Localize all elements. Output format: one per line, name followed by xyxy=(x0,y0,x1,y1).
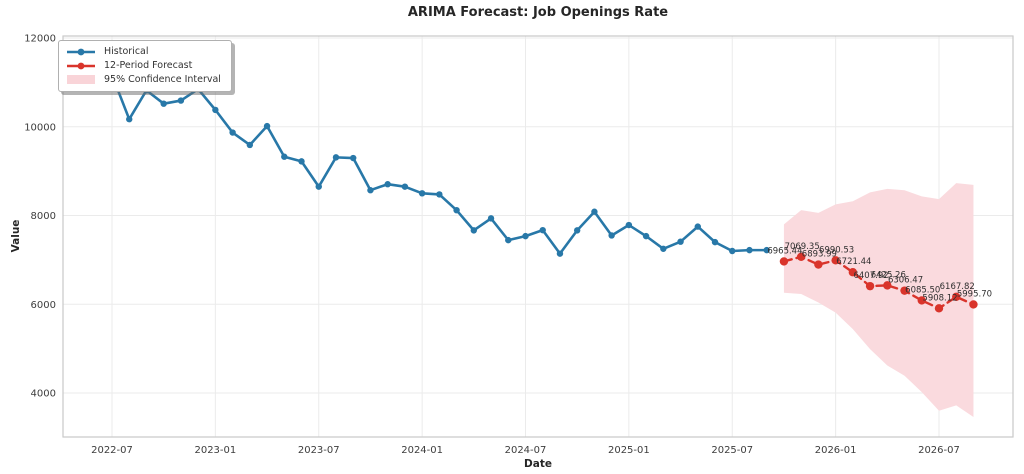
svg-text:2024-01: 2024-01 xyxy=(401,445,443,456)
svg-text:6721.44: 6721.44 xyxy=(836,257,871,267)
svg-text:4000: 4000 xyxy=(31,389,56,400)
legend-label: 95% Confidence Interval xyxy=(104,74,221,85)
svg-text:6965.44: 6965.44 xyxy=(767,246,802,256)
legend-item-confidence: 95% Confidence Interval xyxy=(66,74,221,85)
confidence-patch-icon xyxy=(66,74,96,85)
svg-text:2022-07: 2022-07 xyxy=(91,445,133,456)
svg-text:7069.35: 7069.35 xyxy=(785,242,820,252)
svg-text:6167.82: 6167.82 xyxy=(940,282,975,292)
legend-label: 12-Period Forecast xyxy=(104,60,193,71)
svg-text:5908.12: 5908.12 xyxy=(922,293,957,303)
svg-text:12000: 12000 xyxy=(24,34,56,45)
svg-text:2023-07: 2023-07 xyxy=(298,445,340,456)
svg-text:6085.50: 6085.50 xyxy=(905,285,940,295)
svg-text:10000: 10000 xyxy=(24,122,56,133)
svg-text:6407.92: 6407.92 xyxy=(853,271,888,281)
svg-text:2024-07: 2024-07 xyxy=(505,445,547,456)
legend-label: Historical xyxy=(104,46,149,57)
svg-text:8000: 8000 xyxy=(31,211,56,222)
svg-text:6990.53: 6990.53 xyxy=(819,245,854,255)
svg-text:6000: 6000 xyxy=(31,300,56,311)
chart-title: ARIMA Forecast: Job Openings Rate xyxy=(407,5,669,20)
svg-text:6306.47: 6306.47 xyxy=(888,276,923,286)
historical-line-marker-icon xyxy=(66,47,96,57)
svg-text:6893.99: 6893.99 xyxy=(802,250,837,260)
forecast-line-marker-icon xyxy=(66,61,96,71)
svg-text:6425.26: 6425.26 xyxy=(871,270,906,280)
svg-text:2025-01: 2025-01 xyxy=(608,445,650,456)
x-axis-label: Date xyxy=(524,458,552,470)
legend-item-historical: Historical xyxy=(66,46,221,57)
svg-text:2023-01: 2023-01 xyxy=(194,445,236,456)
svg-text:5995.70: 5995.70 xyxy=(957,289,992,299)
svg-text:2026-07: 2026-07 xyxy=(918,445,960,456)
svg-text:2026-01: 2026-01 xyxy=(815,445,857,456)
y-axis-label: Value xyxy=(10,219,22,253)
legend: Historical 12-Period Forecast 95% Confid… xyxy=(58,40,232,92)
legend-item-forecast: 12-Period Forecast xyxy=(66,60,221,71)
svg-text:2025-07: 2025-07 xyxy=(711,445,753,456)
